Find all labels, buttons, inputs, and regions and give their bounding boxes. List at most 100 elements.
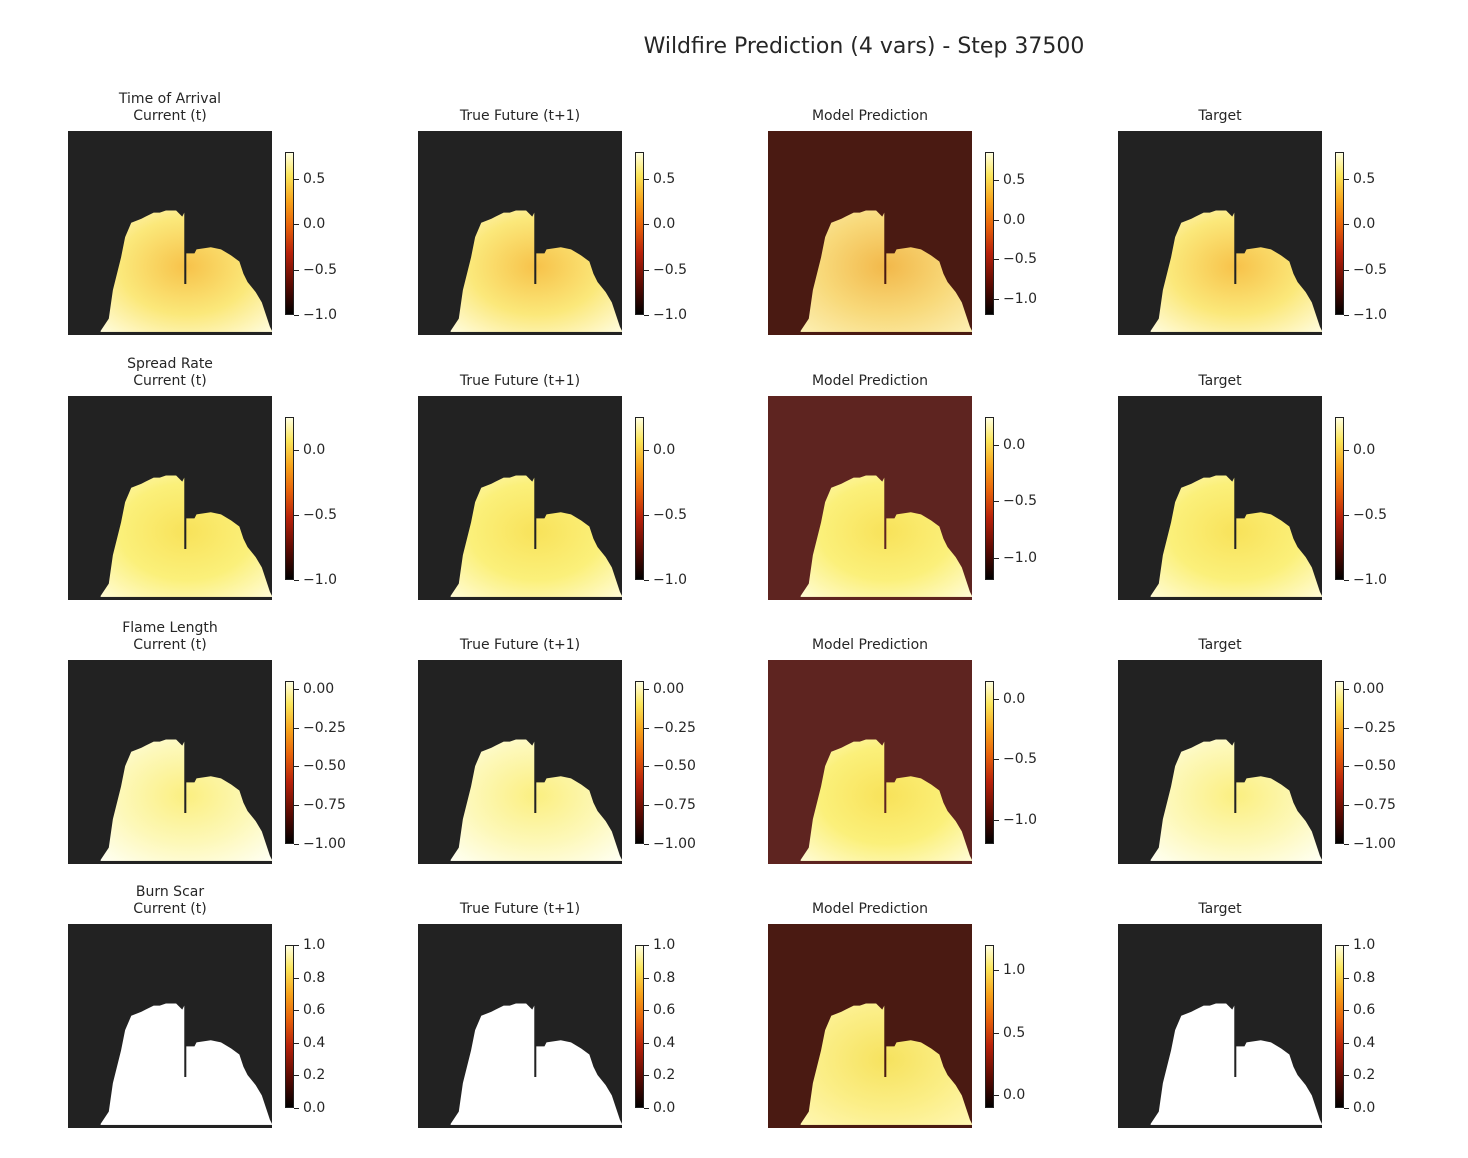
colorbar-tick — [644, 766, 649, 767]
panel-title: Target — [1198, 901, 1242, 917]
colorbar-tick-label: 0.0 — [653, 442, 676, 458]
colorbar-tick-label: 0.4 — [653, 1035, 676, 1051]
colorbar-tick — [644, 580, 649, 581]
panel-title: Flame Length Current (t) — [122, 620, 218, 653]
colorbar-tick — [294, 1108, 299, 1109]
colorbar — [1335, 417, 1344, 580]
heatmap-image — [418, 924, 622, 1128]
colorbar-tick — [1344, 805, 1349, 806]
panel-title: Time of Arrival Current (t) — [118, 91, 222, 124]
heatmap-panel — [1118, 924, 1322, 1128]
burn-area — [800, 739, 972, 864]
colorbar-tick — [644, 728, 649, 729]
colorbar-tick-label: −0.5 — [1003, 751, 1037, 767]
colorbar-tick-label: −0.5 — [1003, 251, 1037, 267]
heatmap-panel — [768, 660, 972, 864]
panel-title: Target — [1198, 373, 1242, 389]
colorbar-tick-label: −0.25 — [1353, 720, 1396, 736]
colorbar — [1335, 681, 1344, 844]
heatmap-bottom-edge — [68, 596, 272, 600]
colorbar-tick — [294, 805, 299, 806]
colorbar-tick-label: −0.25 — [303, 720, 346, 736]
panel-title: Spread Rate Current (t) — [127, 356, 213, 389]
colorbar-tick-label: −1.0 — [1003, 291, 1037, 307]
heatmap-bottom-edge — [418, 860, 622, 864]
burn-area — [1150, 210, 1322, 335]
colorbar-tick — [294, 515, 299, 516]
colorbar-tick — [644, 1010, 649, 1011]
colorbar-tick-label: 0.5 — [1003, 1025, 1026, 1041]
colorbar-tick-label: −1.0 — [1353, 572, 1387, 588]
colorbar-tick-label: 1.0 — [303, 937, 326, 953]
colorbar-tick-label: 0.0 — [1353, 442, 1376, 458]
heatmap-panel — [68, 396, 272, 600]
colorbar-tick-label: −0.50 — [1353, 758, 1396, 774]
colorbar-tick-label: −1.00 — [653, 836, 696, 852]
panel-title: Model Prediction — [811, 637, 929, 653]
burn-area — [800, 210, 972, 335]
heatmap-image — [68, 660, 272, 864]
heatmap-image — [1118, 660, 1322, 864]
colorbar-tick — [644, 1075, 649, 1076]
colorbar — [985, 152, 994, 315]
colorbar-tick-label: 0.6 — [303, 1002, 326, 1018]
colorbar-tick — [294, 844, 299, 845]
colorbar-tick — [1344, 1010, 1349, 1011]
colorbar-tick — [1344, 450, 1349, 451]
colorbar-tick-label: −0.25 — [653, 720, 696, 736]
figure-title: Wildfire Prediction (4 vars) - Step 3750… — [643, 34, 1085, 59]
colorbar-tick-label: 0.5 — [303, 171, 326, 187]
colorbar — [985, 681, 994, 844]
heatmap-panel — [68, 924, 272, 1128]
colorbar-tick — [1344, 315, 1349, 316]
colorbar-tick — [1344, 224, 1349, 225]
colorbar-tick-label: 0.8 — [303, 970, 326, 986]
colorbar-tick — [644, 1043, 649, 1044]
colorbar-tick-label: −0.5 — [1353, 262, 1387, 278]
colorbar-tick — [1344, 580, 1349, 581]
panel-title: Target — [1198, 637, 1242, 653]
colorbar-tick-label: 0.4 — [303, 1035, 326, 1051]
colorbar-tick-label: 0.0 — [1003, 1087, 1026, 1103]
colorbar-tick-label: 0.6 — [653, 1002, 676, 1018]
colorbar-tick-label: −0.5 — [303, 507, 337, 523]
colorbar-tick — [994, 299, 999, 300]
colorbar-tick — [294, 179, 299, 180]
burn-area — [100, 739, 272, 864]
panel-title: True Future (t+1) — [459, 373, 581, 389]
colorbar-tick — [994, 699, 999, 700]
colorbar — [285, 681, 294, 844]
panel-title: Model Prediction — [811, 373, 929, 389]
colorbar-tick — [294, 978, 299, 979]
burn-area — [100, 475, 272, 600]
heatmap-panel — [1118, 660, 1322, 864]
colorbar-tick-label: −1.0 — [1353, 307, 1387, 323]
colorbar-tick-label: 0.0 — [1003, 691, 1026, 707]
panel-title: Model Prediction — [811, 901, 929, 917]
colorbar-tick-label: −0.5 — [1003, 493, 1037, 509]
colorbar-tick — [994, 1033, 999, 1034]
colorbar-tick — [294, 945, 299, 946]
colorbar-tick-label: 0.8 — [1353, 970, 1376, 986]
colorbar-tick — [994, 558, 999, 559]
colorbar — [1335, 152, 1344, 315]
colorbar-tick — [294, 224, 299, 225]
colorbar-tick — [1344, 1075, 1349, 1076]
colorbar-tick — [294, 450, 299, 451]
heatmap-bottom-edge — [68, 860, 272, 864]
colorbar — [285, 417, 294, 580]
colorbar-tick — [1344, 945, 1349, 946]
burn-area — [1150, 739, 1322, 864]
heatmap-bottom-edge — [418, 1124, 622, 1128]
colorbar-tick-label: −0.50 — [303, 758, 346, 774]
colorbar-tick — [1344, 728, 1349, 729]
heatmap-panel — [1118, 396, 1322, 600]
colorbar-tick — [644, 515, 649, 516]
colorbar-tick-label: −1.00 — [1353, 836, 1396, 852]
burn-area — [100, 1003, 272, 1128]
heatmap-image — [1118, 924, 1322, 1128]
heatmap-panel — [418, 660, 622, 864]
colorbar-tick-label: 0.6 — [1353, 1002, 1376, 1018]
burn-area — [450, 475, 622, 600]
